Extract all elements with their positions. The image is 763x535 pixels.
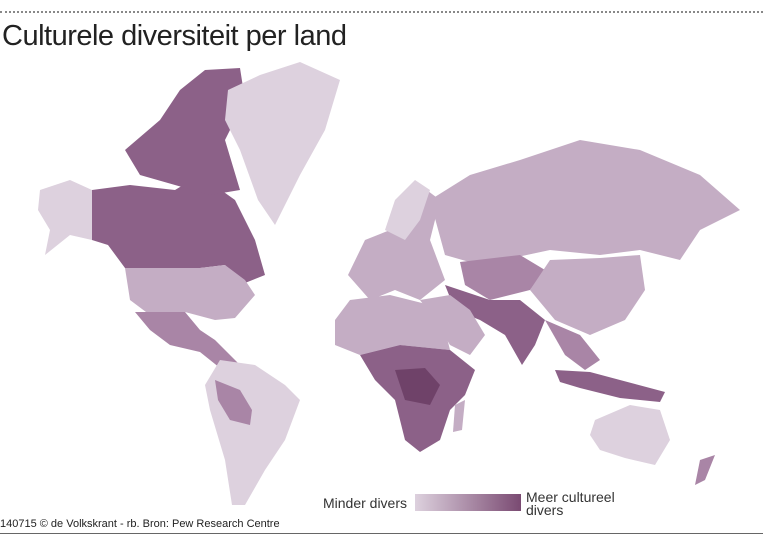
legend-low: Minder divers xyxy=(322,495,407,511)
congo xyxy=(395,368,440,405)
usa xyxy=(125,265,255,320)
dotted-rule xyxy=(0,11,763,13)
legend-gradient xyxy=(415,494,521,511)
bottom-rule xyxy=(0,533,763,534)
greenland xyxy=(225,62,340,225)
russia xyxy=(430,140,740,265)
canada xyxy=(92,175,265,285)
madagascar xyxy=(453,400,465,432)
central-america xyxy=(135,312,240,372)
title: Culturele diversiteit per land xyxy=(2,20,347,52)
credit: 140715 © de Volkskrant - rb. Bron: Pew R… xyxy=(0,518,280,530)
middle-east xyxy=(420,295,485,355)
new-zealand xyxy=(695,455,715,485)
indonesia xyxy=(555,370,665,402)
andes xyxy=(215,380,252,425)
north-africa xyxy=(335,295,450,355)
legend-high: Meer cultureel divers xyxy=(526,489,615,518)
central-asia xyxy=(460,255,545,300)
east-asia xyxy=(530,255,645,335)
arctic-islands xyxy=(125,68,245,195)
southeast-asia xyxy=(545,320,600,370)
alaska xyxy=(38,180,92,255)
scandinavia xyxy=(385,180,430,240)
australia xyxy=(590,405,670,465)
south-asia xyxy=(445,285,545,365)
